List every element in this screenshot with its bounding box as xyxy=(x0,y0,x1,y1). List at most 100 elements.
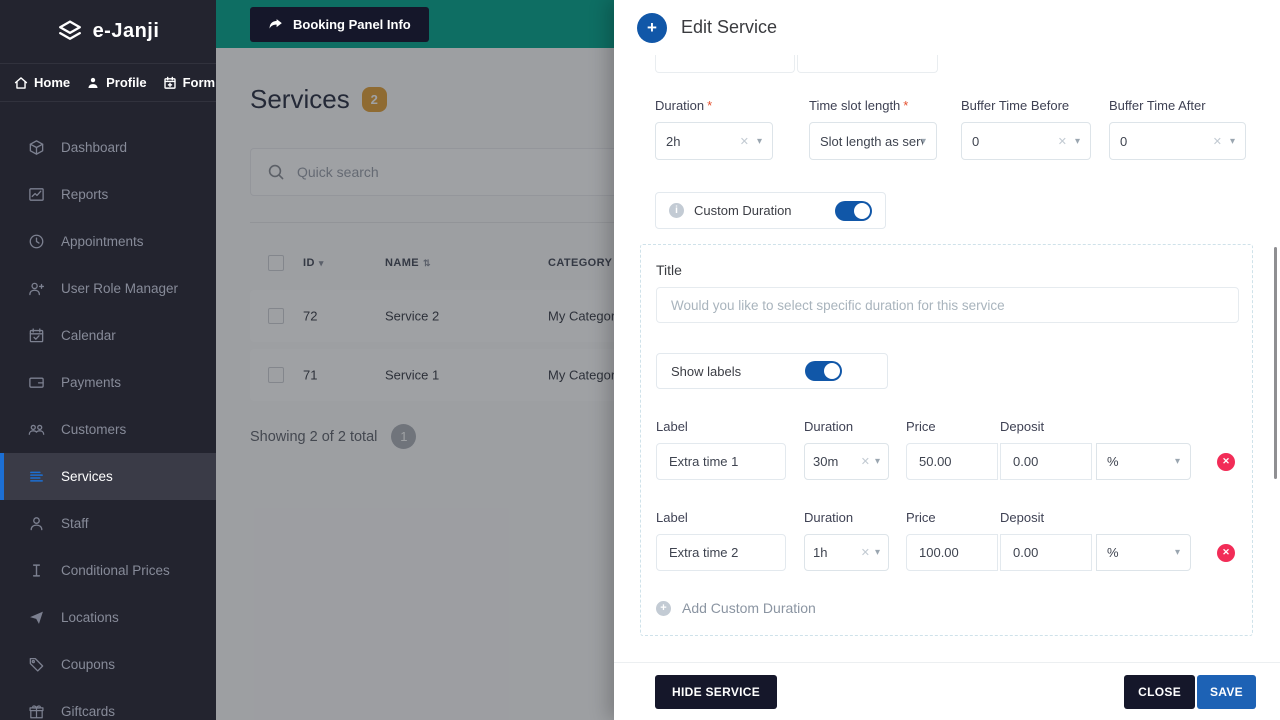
modal-header: + Edit Service xyxy=(614,0,1280,55)
sidebar-item-user-role-manager[interactable]: User Role Manager xyxy=(0,265,216,312)
show-labels-toggle[interactable] xyxy=(805,361,843,381)
duration-field-row: Duration * 2h ✕ ▾ Time slot length * Slot … xyxy=(655,98,1246,160)
delete-row-button[interactable]: ✕ xyxy=(1217,452,1235,471)
sidebar-item-label: Reports xyxy=(61,187,109,202)
custom-duration-label: Custom Duration xyxy=(694,203,792,218)
unit-value: % xyxy=(1107,454,1119,469)
price-input[interactable] xyxy=(906,443,998,480)
sidebar-item-label: Staff xyxy=(61,516,89,531)
sidebar-item-label: User Role Manager xyxy=(61,281,179,296)
cell-id: 72 xyxy=(303,308,318,324)
deposit-input[interactable] xyxy=(1000,443,1092,480)
booking-panel-info-button[interactable]: Booking Panel Info xyxy=(250,7,429,42)
cell-name: Service 1 xyxy=(385,367,440,383)
sidebar-item-staff[interactable]: Staff xyxy=(0,500,216,547)
show-labels-row: Show labels xyxy=(656,353,888,389)
price-column-label: Price xyxy=(906,510,936,525)
profile-icon xyxy=(86,76,100,90)
buffer-after-value: 0 xyxy=(1120,133,1128,149)
custom-duration-toggle[interactable] xyxy=(835,200,872,221)
sidebar-item-customers[interactable]: Customers xyxy=(0,406,216,453)
close-button[interactable]: CLOSE xyxy=(1124,675,1195,709)
cell-id: 71 xyxy=(303,367,318,383)
sidebar-item-locations[interactable]: Locations xyxy=(0,594,216,641)
clear-icon[interactable]: ✕ xyxy=(739,135,749,148)
required-mark: * xyxy=(903,98,909,113)
hide-service-button[interactable]: HIDE SERVICE xyxy=(655,675,778,709)
sidebar-item-reports[interactable]: Reports xyxy=(0,171,216,218)
buffer-before-label: Buffer Time Before xyxy=(961,98,1070,113)
brand-logo[interactable]: e-Janji xyxy=(0,0,216,64)
buffer-after-select[interactable]: 0 ✕ ▾ xyxy=(1109,122,1246,160)
clear-icon[interactable]: ✕ xyxy=(1212,135,1222,148)
sidebar-item-conditional-prices[interactable]: Conditional Prices xyxy=(0,547,216,594)
sidebar-item-calendar[interactable]: Calendar xyxy=(0,312,216,359)
price-input[interactable] xyxy=(906,534,998,571)
deposit-unit-select[interactable]: % ▾ xyxy=(1096,443,1191,480)
page-title-row: Services 2 xyxy=(250,84,387,115)
page-1-button[interactable]: 1 xyxy=(391,424,417,449)
duration-select[interactable]: 30m ✕ ▾ xyxy=(804,443,889,480)
duration-column-label: Duration xyxy=(804,510,854,525)
label-input[interactable] xyxy=(656,443,786,480)
nav-form[interactable]: Form xyxy=(163,75,215,90)
nav-home[interactable]: Home xyxy=(14,75,70,90)
clear-icon[interactable]: ✕ xyxy=(860,547,870,559)
list-lines-icon xyxy=(28,468,45,485)
modal-footer: HIDE SERVICE CLOSE SAVE xyxy=(614,662,1280,720)
column-header-id[interactable]: ID ▾ xyxy=(303,257,324,269)
custom-row-labels: Label Duration Price Deposit xyxy=(656,419,1237,434)
sidebar-menu: Dashboard Reports Appointments User Role… xyxy=(0,102,216,720)
sidebar-item-label: Conditional Prices xyxy=(61,563,170,578)
clear-icon[interactable]: ✕ xyxy=(860,456,870,468)
duration-column-label: Duration xyxy=(804,419,854,434)
row-checkbox[interactable] xyxy=(268,308,284,324)
sidebar-item-dashboard[interactable]: Dashboard xyxy=(0,124,216,171)
buffer-after-field: Buffer Time After 0 ✕ ▾ xyxy=(1109,98,1246,160)
sidebar-item-payments[interactable]: Payments xyxy=(0,359,216,406)
sidebar-item-label: Giftcards xyxy=(61,704,116,719)
custom-duration-row: i Custom Duration xyxy=(655,192,886,229)
sidebar-item-label: Appointments xyxy=(61,234,144,249)
modal-scrollbar[interactable] xyxy=(1274,247,1277,479)
chevron-down-icon: ▾ xyxy=(756,135,762,147)
custom-duration-title-input[interactable] xyxy=(656,287,1239,323)
select-all-checkbox[interactable] xyxy=(268,255,284,271)
delete-row-button[interactable]: ✕ xyxy=(1217,543,1235,562)
sidebar-item-giftcards[interactable]: Giftcards xyxy=(0,688,216,720)
add-custom-duration-link[interactable]: + Add Custom Duration xyxy=(656,600,1237,616)
row-checkbox[interactable] xyxy=(268,367,284,383)
chevron-down-icon: ▾ xyxy=(920,135,926,147)
sidebar-item-label: Payments xyxy=(61,375,122,390)
sidebar-item-label: Calendar xyxy=(61,328,116,343)
chevron-down-icon: ▾ xyxy=(1174,456,1180,467)
label-input[interactable] xyxy=(656,534,786,571)
sidebar-item-coupons[interactable]: Coupons xyxy=(0,641,216,688)
nav-profile[interactable]: Profile xyxy=(86,75,147,90)
sidebar: e-Janji Home Profile Form Dashboard xyxy=(0,0,216,720)
clear-icon[interactable]: ✕ xyxy=(1057,135,1067,148)
sort-desc-icon: ▾ xyxy=(318,257,324,268)
time-slot-field: Time slot length* Slot length as service… xyxy=(809,98,937,160)
tag-icon xyxy=(28,656,45,673)
deposit-input[interactable] xyxy=(1000,534,1092,571)
form-calendar-icon xyxy=(163,76,177,90)
save-button[interactable]: SAVE xyxy=(1197,675,1256,709)
person-icon xyxy=(28,515,45,532)
duration-label: Duration * xyxy=(655,98,713,113)
duration-select[interactable]: 1h ✕ ▾ xyxy=(804,534,889,571)
duration-value: 1h xyxy=(813,545,828,560)
modal-title: Edit Service xyxy=(681,17,778,37)
reports-icon xyxy=(28,186,45,203)
cell-category: My Category xyxy=(548,367,622,383)
time-slot-select[interactable]: Slot length as service duration ▾ xyxy=(809,122,937,160)
custom-duration-box: Title Show labels Label Duration Price D… xyxy=(640,244,1253,636)
duration-select[interactable]: 2h ✕ ▾ xyxy=(655,122,773,160)
label-column-label: Label xyxy=(656,419,688,434)
deposit-unit-select[interactable]: % ▾ xyxy=(1096,534,1191,571)
column-header-name[interactable]: NAME ⇅ xyxy=(385,257,431,269)
buffer-before-select[interactable]: 0 ✕ ▾ xyxy=(961,122,1091,160)
sidebar-item-services[interactable]: Services xyxy=(0,453,216,500)
sidebar-item-appointments[interactable]: Appointments xyxy=(0,218,216,265)
